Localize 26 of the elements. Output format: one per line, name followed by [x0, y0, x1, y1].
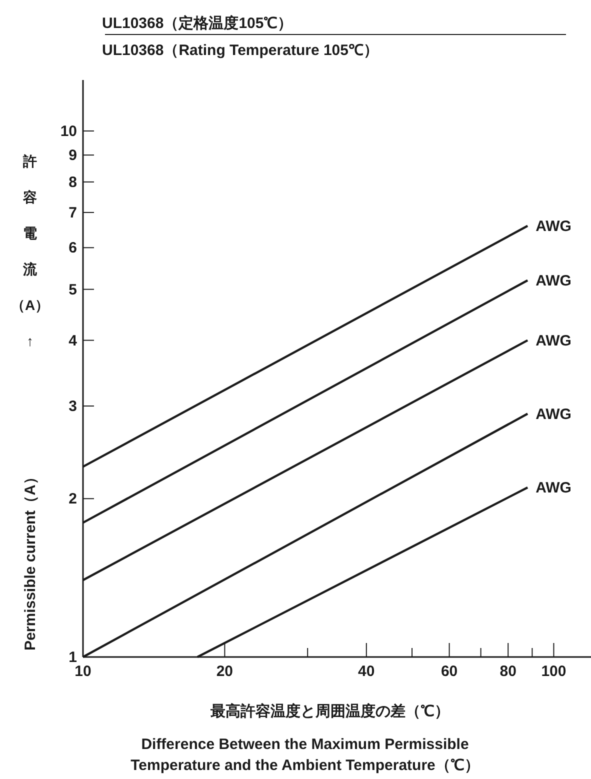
y-tick-label: 10 [60, 122, 77, 140]
series-label: AWG [536, 272, 572, 290]
text: Difference Between the Maximum Permissible Temperature and the Ambient Temperature（℃） [130, 736, 480, 774]
y-tick-label: 5 [68, 281, 77, 298]
y-tick-label: 2 [68, 490, 77, 508]
series-label: AWG [536, 406, 572, 423]
y-tick-label: 8 [68, 174, 77, 191]
text: 許容電流（A）↑ [10, 153, 50, 349]
x-tick-label: 40 [358, 663, 375, 680]
series-label: AWG [536, 218, 572, 235]
x-tick-label: 100 [541, 663, 566, 680]
text: Permissible current（A） [22, 470, 39, 650]
x-tick-label: 60 [440, 663, 458, 680]
y-tick-label: 1 [68, 649, 77, 666]
chart-subtitle: UL10368（Rating Temperature 105℃） [102, 42, 378, 59]
y-tick-label: 9 [68, 147, 77, 164]
title: UL10368（定格温度105℃） [102, 15, 293, 32]
x-tick-label: 20 [216, 663, 234, 680]
x-axis-title: 最高許容温度と周囲温度の差（℃） [210, 702, 450, 720]
series-label: AWG [536, 332, 572, 350]
x-tick-label: 80 [500, 663, 516, 680]
y-tick-label: 6 [68, 240, 77, 257]
series-label: AWG [536, 480, 572, 497]
y-tick-label: 4 [68, 332, 78, 350]
y-tick-label: 7 [68, 204, 77, 222]
y-tick-label: 3 [68, 398, 77, 416]
